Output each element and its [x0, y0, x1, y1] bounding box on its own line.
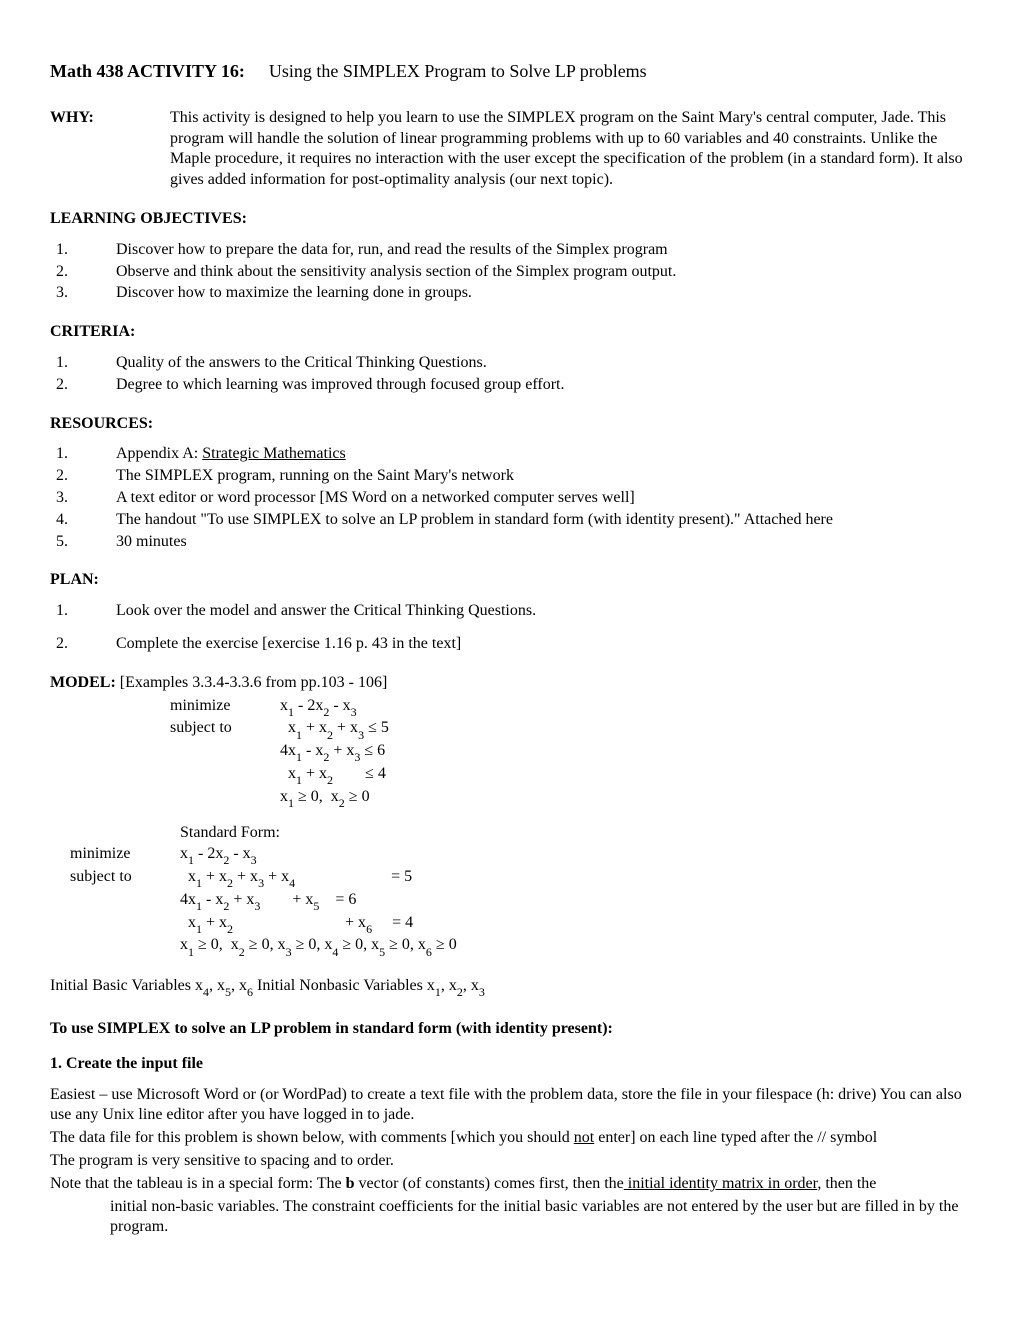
standard-form-block: Standard Form: minimizex1 - 2x2 - x3 sub…: [50, 823, 970, 958]
minimize-label: minimize: [170, 696, 280, 719]
item-pre: Appendix A:: [116, 445, 202, 462]
list-item: 5.30 minutes: [50, 532, 970, 553]
item-text: Look over the model and answer the Criti…: [116, 601, 970, 622]
item-number: 2.: [50, 262, 116, 283]
list-item: 1.Appendix A: Strategic Mathematics: [50, 444, 970, 465]
learning-list: 1.Discover how to prepare the data for, …: [50, 240, 970, 304]
learning-heading: LEARNING OBJECTIVES:: [50, 209, 970, 230]
para-3: The program is very sensitive to spacing…: [50, 1151, 970, 1172]
item-text: Observe and think about the sensitivity …: [116, 262, 970, 283]
list-item: 3.A text editor or word processor [MS Wo…: [50, 488, 970, 509]
list-item: 2.Degree to which learning was improved …: [50, 375, 970, 396]
plan-list: 1.Look over the model and answer the Cri…: [50, 601, 970, 655]
item-number: 2.: [50, 634, 116, 655]
p2-pre: The data file for this problem is shown …: [50, 1129, 574, 1146]
model-math-block: minimizex1 - 2x2 - x3 subject to x1 + x2…: [170, 696, 970, 810]
title-rest: Using the SIMPLEX Program to Solve LP pr…: [269, 61, 647, 81]
list-item: 2.Observe and think about the sensitivit…: [50, 262, 970, 283]
item-text: Discover how to prepare the data for, ru…: [116, 240, 970, 261]
item-text: Discover how to maximize the learning do…: [116, 283, 970, 304]
item-number: 1.: [50, 601, 116, 622]
page-title: Math 438 ACTIVITY 16: Using the SIMPLEX …: [50, 60, 970, 84]
nonneg: x1 ≥ 0, x2 ≥ 0: [280, 787, 970, 810]
title-bold: Math 438 ACTIVITY 16:: [50, 61, 245, 81]
item-text: Appendix A: Strategic Mathematics: [116, 444, 970, 465]
list-item: 4.The handout "To use SIMPLEX to solve a…: [50, 510, 970, 531]
list-item: 3.Discover how to maximize the learning …: [50, 283, 970, 304]
item-underline: Strategic Mathematics: [202, 445, 346, 462]
item-text: The SIMPLEX program, running on the Sain…: [116, 466, 970, 487]
p4-post: , then the: [817, 1175, 876, 1192]
why-text: This activity is designed to help you le…: [170, 108, 970, 191]
item-number: 4.: [50, 510, 116, 531]
item-number: 5.: [50, 532, 116, 553]
std-constraint-3: x1 + x2 + x6 = 4: [180, 913, 970, 936]
minimize-label-2: minimize: [50, 844, 180, 867]
criteria-heading: CRITERIA:: [50, 322, 970, 343]
para-1: Easiest – use Microsoft Word or (or Word…: [50, 1085, 970, 1127]
list-item: 1.Discover how to prepare the data for, …: [50, 240, 970, 261]
item-number: 1.: [50, 444, 116, 465]
step1-heading: 1. Create the input file: [50, 1054, 970, 1075]
resources-list: 1.Appendix A: Strategic Mathematics 2.Th…: [50, 444, 970, 552]
model-heading-rest: [Examples 3.3.4-3.3.6 from pp.103 - 106]: [116, 674, 388, 691]
why-label: WHY:: [50, 108, 170, 129]
std-objective: x1 - 2x2 - x3: [180, 844, 970, 867]
para-2: The data file for this problem is shown …: [50, 1128, 970, 1149]
item-text: Complete the exercise [exercise 1.16 p. …: [116, 634, 970, 655]
std-constraint-1: x1 + x2 + x3 + x4 = 5: [180, 867, 970, 890]
plan-heading: PLAN:: [50, 570, 970, 591]
item-text: A text editor or word processor [MS Word…: [116, 488, 970, 509]
item-number: 1.: [50, 353, 116, 374]
std-nonneg: x1 ≥ 0, x2 ≥ 0, x3 ≥ 0, x4 ≥ 0, x5 ≥ 0, …: [180, 935, 970, 958]
list-item: 1.Look over the model and answer the Cri…: [50, 601, 970, 622]
item-number: 3.: [50, 488, 116, 509]
subject-to-label-2: subject to: [50, 867, 180, 890]
std-form-label: Standard Form:: [180, 823, 970, 844]
p2-post: enter] on each line typed after the // s…: [594, 1129, 877, 1146]
item-text: The handout "To use SIMPLEX to solve an …: [116, 510, 970, 531]
item-number: 2.: [50, 375, 116, 396]
resources-heading: RESOURCES:: [50, 414, 970, 435]
item-text: Degree to which learning was improved th…: [116, 375, 970, 396]
item-text: 30 minutes: [116, 532, 970, 553]
why-section: WHY: This activity is designed to help y…: [50, 108, 970, 191]
model-section: MODEL: [Examples 3.3.4-3.3.6 from pp.103…: [50, 673, 970, 958]
p2-underline: not: [574, 1129, 594, 1146]
item-number: 1.: [50, 240, 116, 261]
p4-mid: vector (of constants) comes first, then …: [355, 1175, 624, 1192]
constraint-3: x1 + x2 ≤ 4: [280, 764, 970, 787]
std-constraint-2: 4x1 - x2 + x3 + x5 = 6: [180, 890, 970, 913]
item-text: Quality of the answers to the Critical T…: [116, 353, 970, 374]
list-item: 1.Quality of the answers to the Critical…: [50, 353, 970, 374]
objective: x1 - 2x2 - x3: [280, 696, 970, 719]
model-heading-bold: MODEL:: [50, 673, 116, 694]
item-number: 3.: [50, 283, 116, 304]
constraint-2: 4x1 - x2 + x3 ≤ 6: [280, 741, 970, 764]
list-item: 2.The SIMPLEX program, running on the Sa…: [50, 466, 970, 487]
item-number: 2.: [50, 466, 116, 487]
constraint-1: x1 + x2 + x3 ≤ 5: [280, 718, 970, 741]
initial-vars: Initial Basic Variables x4, x5, x6 Initi…: [50, 976, 970, 999]
p4-underline: initial identity matrix in order: [624, 1175, 818, 1192]
p4-bold: b: [346, 1175, 355, 1192]
subject-to-label: subject to: [170, 718, 280, 741]
simplex-heading: To use SIMPLEX to solve an LP problem in…: [50, 1019, 970, 1040]
list-item: 2.Complete the exercise [exercise 1.16 p…: [50, 634, 970, 655]
p4-pre: Note that the tableau is in a special fo…: [50, 1175, 346, 1192]
para-4: Note that the tableau is in a special fo…: [50, 1174, 970, 1195]
para-5: initial non-basic variables. The constra…: [110, 1197, 970, 1239]
criteria-list: 1.Quality of the answers to the Critical…: [50, 353, 970, 396]
